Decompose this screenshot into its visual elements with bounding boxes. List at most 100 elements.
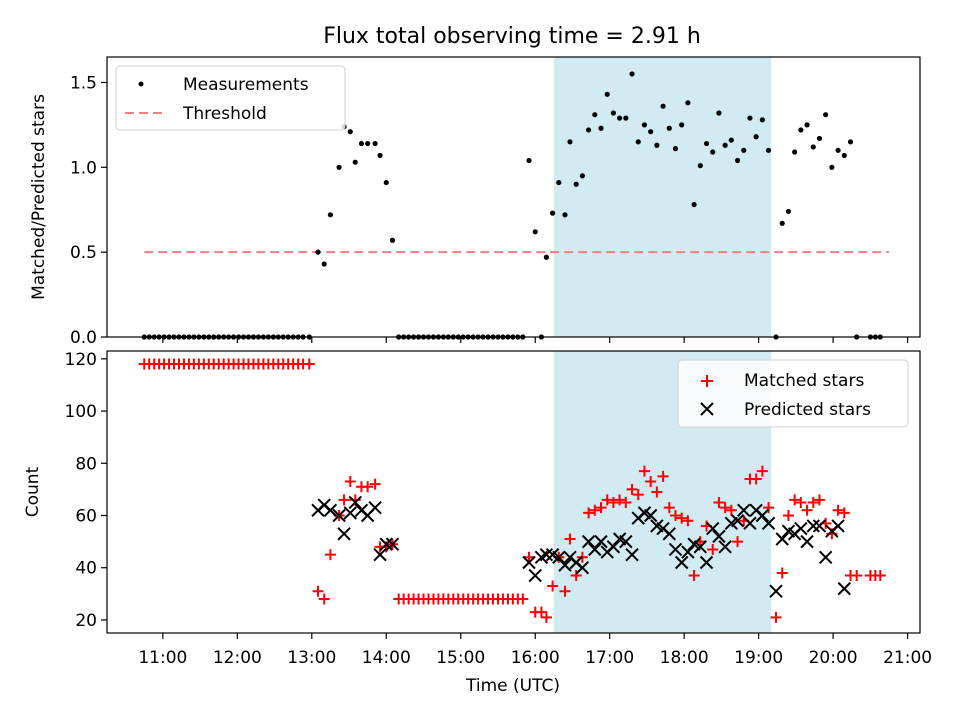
predicted-star-point [385,537,400,551]
matched-star-point [540,611,552,623]
legend-label-measurements: Measurements [183,75,309,95]
measurement-point [365,140,371,147]
measurement-point [722,142,728,148]
matched-star-point [782,510,794,521]
predicted-star-point [812,519,827,533]
matched-star-point [725,504,737,516]
matched-star-point [851,570,863,582]
predicted-star-point [625,547,639,562]
matched-star-point [669,510,681,521]
predicted-star-point [818,550,833,564]
matched-star-point [719,502,731,514]
predicted-star-point [718,540,732,554]
matched-star-point [713,496,725,508]
predicted-star-point [643,508,658,523]
measurement-point [347,129,353,135]
predicted-star-point [379,537,393,551]
bottom-legend-box [677,359,909,428]
matched-star-point [663,502,675,514]
measurement-point [629,71,635,77]
matched-star-point [607,496,619,508]
predicted-star-point [769,584,783,598]
measurement-point [532,229,538,235]
measurement-point [556,179,562,186]
matched-star-point [303,358,315,370]
predicted-star-point [761,516,776,531]
x-axis-label: Time (UTC) [465,676,560,696]
measurement-point [327,212,334,218]
predicted-star-point [337,527,351,541]
measurement-point [372,140,378,147]
matched-star-point [874,570,886,582]
matched-star-point [312,585,324,597]
matched-star-point [756,465,768,477]
matched-star-point [707,543,719,555]
measurement-point [526,157,532,164]
predicted-star-point [373,547,387,562]
predicted-star-point [606,540,621,554]
measurement-point [598,125,604,131]
y-tick-label: 40 [75,559,97,579]
measurement-point [567,139,573,145]
predicted-star-point [323,503,338,517]
predicted-stars-series [311,495,851,598]
predicted-star-point [348,495,362,510]
top-panel: Flux total observing time = 2.91 h 0.00.… [29,24,921,348]
top-legend-box [115,65,346,131]
y-tick-label: 1.0 [70,158,97,178]
measurement-point [635,139,641,145]
matched-star-point [620,496,632,508]
matched-star-point [517,593,529,605]
predicted-star-point [737,503,751,517]
measurement-point [728,137,734,143]
matched-star-point [338,494,350,506]
predicted-star-point [800,534,814,549]
measurement-point [358,140,365,147]
matched-star-point [601,494,613,506]
predicted-star-point [775,532,789,546]
measurement-point [585,127,592,133]
measurement-point [617,115,623,121]
predicted-star-point [837,581,851,596]
measurement-point [648,129,654,135]
y-tick-label: 120 [65,350,97,370]
measurement-point [816,135,823,142]
matched-star-point [626,483,638,495]
matched-star-point [688,570,700,582]
y-tick-label: 1.5 [70,73,97,93]
x-tick-label: 13:00 [287,648,336,668]
matched-star-point [595,502,607,514]
predicted-star-point [619,534,633,549]
measurement-point [641,122,648,128]
predicted-star-point [668,542,683,557]
y-tick-label: 80 [75,454,97,474]
measurement-point [654,142,660,148]
matched-star-point [369,478,381,490]
matched-star-point [813,494,825,506]
measurement-point [741,147,747,153]
x-tick-label: 21:00 [883,648,932,668]
predicted-star-point [674,555,689,570]
x-tick-label: 18:00 [660,648,709,668]
predicted-star-point [575,561,590,575]
matched-star-point [838,507,850,519]
predicted-star-point [755,508,770,523]
predicted-star-point [831,519,845,533]
measurement-point [779,220,785,226]
measurement-point [792,149,798,155]
matched-star-point [589,504,601,516]
predicted-star-point [662,527,676,541]
measurement-point [562,212,568,218]
matched-star-point [535,606,547,618]
matched-star-point [732,536,744,548]
y-tick-label: 0.5 [70,243,97,263]
measurement-point [573,181,579,187]
predicted-star-point [343,506,357,520]
legend-marker-predicted [700,402,714,416]
measurement-point [604,91,610,97]
measurement-point [710,149,716,155]
y-tick-label: 60 [75,507,97,527]
bottom-y-axis-label: Count [23,466,43,517]
x-tick-label: 16:00 [511,648,560,668]
measurement-point [549,210,556,216]
